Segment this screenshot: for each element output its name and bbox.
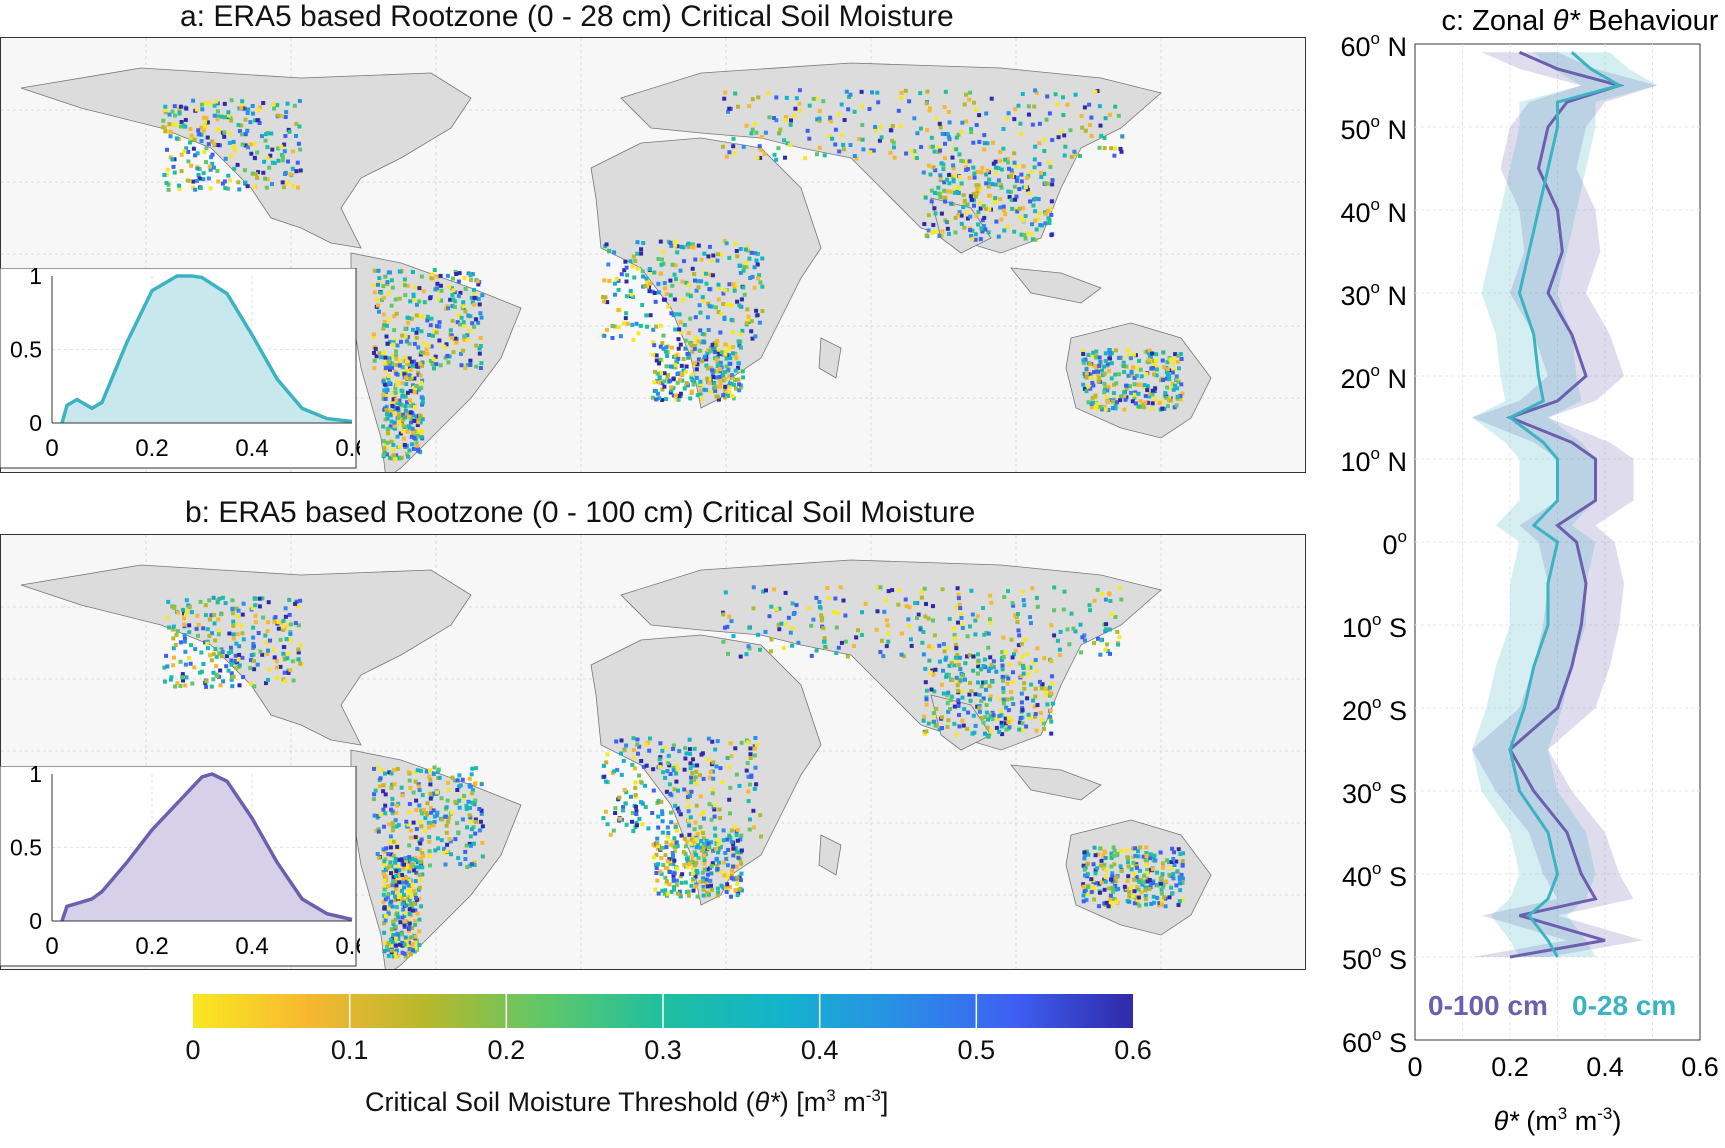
colorbar-tick: 0.1 — [330, 1035, 369, 1065]
density-area — [62, 774, 352, 921]
colorbar-label: Critical Soil Moisture Threshold (θ*) [m… — [365, 1086, 889, 1117]
world-map-b — [1, 535, 1305, 969]
inset-xtick: 0.4 — [235, 435, 268, 462]
zonal-lat-label: 0o — [1383, 527, 1408, 560]
density-area — [62, 276, 352, 423]
inset-ytick: 0.5 — [10, 835, 42, 861]
zonal-lat-label: 10o S — [1342, 610, 1407, 643]
legend-100cm: 0-100 cm — [1428, 990, 1548, 1021]
inset-ytick: 1 — [29, 268, 42, 289]
inset-xtick: 0 — [45, 435, 58, 462]
colorbar-tick: 0.2 — [487, 1035, 526, 1065]
panel-a-title: a: ERA5 based Rootzone (0 - 28 cm) Criti… — [180, 0, 954, 33]
zonal-line-28cm — [1507, 51, 1624, 958]
zonal-lat-label: 60o N — [1340, 29, 1407, 62]
colorbar-tick: 0.5 — [957, 1035, 996, 1065]
zonal-lat-label: 60o S — [1342, 1025, 1407, 1058]
colorbar-tick: 0 — [185, 1035, 201, 1065]
zonal-lat-label: 40o S — [1342, 859, 1407, 892]
zonal-lat-label: 30o S — [1342, 776, 1407, 809]
inset-xtick: 0.2 — [135, 435, 168, 462]
legend-28cm: 0-28 cm — [1572, 990, 1676, 1021]
density-line — [60, 274, 353, 424]
zonal-xtick: 0.4 — [1586, 1052, 1624, 1082]
inset-ytick: 1 — [29, 766, 42, 787]
inset-xtick: 0.6 — [335, 435, 360, 462]
inset-xtick: 0.6 — [335, 933, 360, 960]
zonal-lat-label: 30o N — [1340, 278, 1407, 311]
colorbar-tick: 0.4 — [800, 1035, 839, 1065]
inset-pdf-a: 0 0.2 0.4 0.6 0 0.5 1 — [0, 263, 369, 470]
zonal-panel: c: Zonal θ* Behaviour 60o N 50o N 40o N 30o … — [1280, 0, 1725, 1143]
zonal-lat-label: 20o N — [1340, 361, 1407, 394]
zonal-xlabel: θ* (m3 m-3) — [1494, 1104, 1622, 1136]
zonal-xtick: 0.2 — [1491, 1052, 1529, 1082]
inset-xtick: 0.4 — [235, 933, 268, 960]
density-line — [60, 772, 353, 922]
colorbar-ticks: 0 0.1 0.2 0.3 0.4 0.5 0.6 — [0, 1035, 1300, 1069]
colorbar-tick: 0.3 — [644, 1035, 682, 1065]
inset-pdf-b: 0 0.2 0.4 0.6 0 0.5 1 — [0, 761, 369, 968]
inset-ytick: 0 — [29, 908, 42, 934]
zonal-lat-label: 10o N — [1340, 444, 1407, 477]
zonal-lat-label: 40o N — [1340, 195, 1407, 228]
inset-ytick: 0.5 — [10, 337, 42, 363]
colorbar — [193, 994, 1133, 1028]
zonal-lat-label: 50o S — [1342, 942, 1407, 975]
colorbar-tick: 0.6 — [1114, 1035, 1152, 1065]
inset-xtick: 0.2 — [135, 933, 168, 960]
inset-ytick: 0 — [29, 410, 42, 436]
zonal-lat-label: 20o S — [1342, 693, 1407, 726]
zonal-xtick: 0.6 — [1681, 1052, 1719, 1082]
zonal-lat-label: 50o N — [1340, 112, 1407, 145]
inset-xtick: 0 — [45, 933, 58, 960]
zonal-line-100cm — [1505, 50, 1625, 959]
panel-b-title: b: ERA5 based Rootzone (0 - 100 cm) Crit… — [185, 496, 976, 529]
panel-c-title: c: Zonal θ* Behaviour — [1442, 5, 1719, 37]
zonal-xtick: 0 — [1407, 1052, 1422, 1082]
